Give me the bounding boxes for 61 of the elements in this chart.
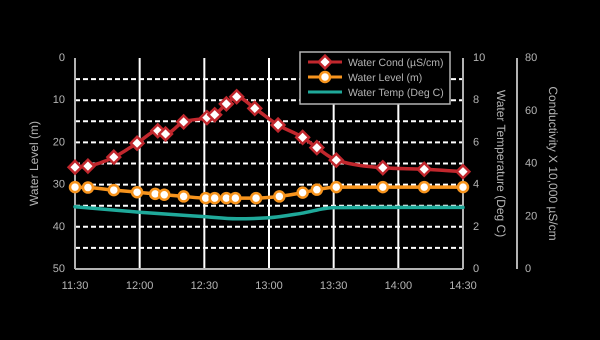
x-tick-label: 12:30 — [190, 280, 218, 292]
y2-tick-label: 10 — [473, 52, 486, 64]
y3-tick-label: 0 — [525, 263, 532, 275]
y2-tick-label: 2 — [473, 220, 480, 233]
x-tick-label: 11:30 — [62, 280, 88, 292]
point — [273, 190, 286, 203]
point — [376, 180, 390, 194]
y2-tick-label: 6 — [473, 136, 480, 148]
point — [418, 180, 430, 194]
point — [310, 183, 324, 196]
point — [158, 126, 174, 142]
x-tick-label: 14:00 — [384, 280, 412, 292]
point — [218, 96, 234, 112]
point — [295, 130, 310, 146]
y-tick-label: 10 — [52, 94, 65, 106]
line-series — [73, 205, 465, 221]
y2-tick-label: 0 — [473, 263, 480, 275]
point — [250, 192, 262, 204]
point — [207, 107, 222, 122]
y3-tick-label: 80 — [525, 52, 538, 64]
y2-tick-label: 8 — [473, 94, 480, 106]
point — [375, 160, 390, 176]
point — [82, 181, 94, 194]
y-axis-title: Water Level (m) — [27, 121, 41, 206]
y-tick-label: 0 — [58, 52, 65, 64]
x-tick-label: 12:00 — [126, 280, 154, 292]
point — [67, 160, 83, 175]
legend-label: Water Level (m) — [348, 72, 422, 84]
y3-tick-label: 60 — [525, 104, 538, 117]
x-tick-label: 13:00 — [255, 280, 283, 292]
point — [129, 136, 145, 151]
point — [177, 190, 190, 203]
point — [309, 140, 324, 156]
point — [330, 180, 343, 194]
y-tick-label: 50 — [52, 263, 65, 275]
y2-tick-label: 4 — [473, 178, 480, 191]
point — [229, 89, 244, 104]
y2-axis-title: Water Temperature (Deg C) — [494, 90, 508, 238]
point — [456, 180, 470, 194]
point — [208, 192, 221, 204]
y3-tick-label: 20 — [525, 210, 538, 222]
y-tick-label: 40 — [52, 220, 65, 233]
y3-tick-label: 40 — [525, 158, 538, 170]
legend-label: Water Temp (Deg C) — [348, 87, 444, 99]
x-tick-label: 14:30 — [449, 280, 477, 292]
y3-axis-title: Conductivity X 10,000 µS/cm — [546, 86, 560, 241]
point — [229, 192, 242, 204]
point — [416, 162, 432, 177]
point — [247, 100, 262, 116]
point — [80, 158, 96, 174]
y-tick-label: 30 — [52, 178, 65, 191]
point — [68, 180, 82, 194]
point — [130, 186, 144, 198]
x-tick-label: 13:30 — [320, 280, 348, 292]
point — [270, 117, 286, 133]
point — [158, 188, 170, 201]
point — [106, 150, 122, 165]
point — [296, 186, 309, 199]
legend-label: Water Cond (µS/cm) — [348, 57, 444, 69]
y-tick-label: 20 — [52, 136, 65, 148]
point — [108, 184, 120, 196]
